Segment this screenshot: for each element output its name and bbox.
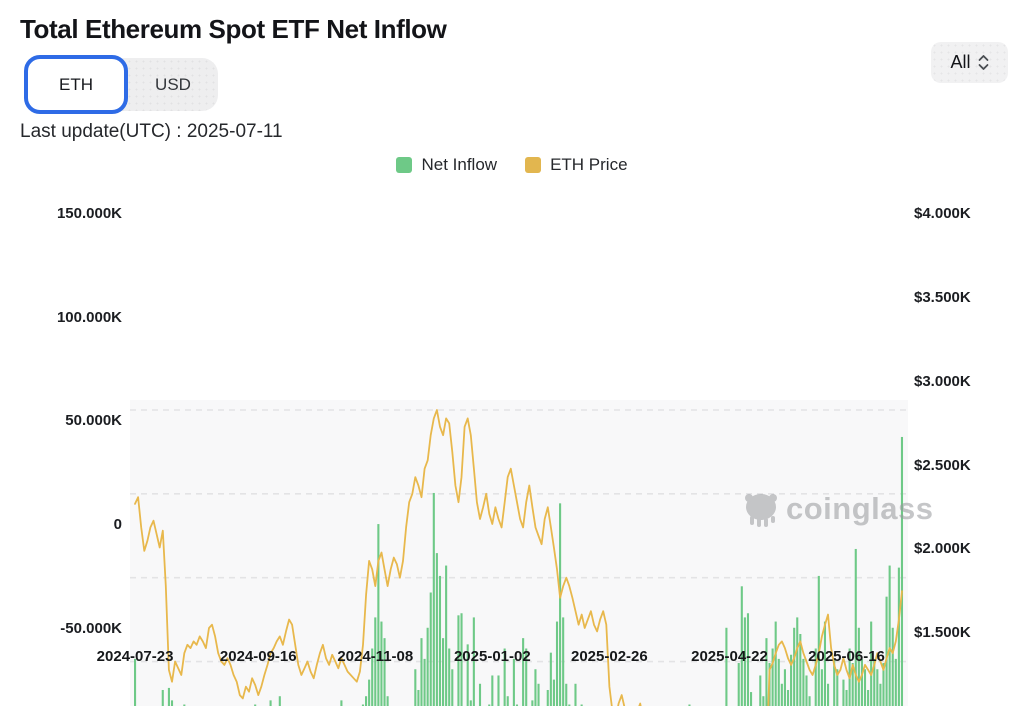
chart-area: 150.000K 100.000K 50.000K 0 -50.000K $4.000K… [0, 196, 1024, 706]
eth-button-label: ETH [59, 74, 93, 94]
y-right-tick-2: $2.000K [914, 540, 971, 558]
y-right-tick-4: $4.000K [914, 205, 971, 222]
chart-legend: Net Inflow ETH Price [0, 155, 1024, 175]
x-tick-2024-11-08: 2024-11-08 [337, 648, 414, 665]
legend-net-inflow-label: Net Inflow [421, 155, 498, 174]
net-inflow-swatch-icon [396, 157, 413, 173]
y-left-tick-100: 100.000K [56, 308, 122, 326]
chevron-up-down-icon [978, 54, 989, 71]
legend-item-eth-price[interactable]: ETH Price [525, 155, 628, 175]
page-title: Total Ethereum Spot ETF Net Inflow [20, 14, 447, 44]
unit-toggle-usd-button[interactable]: USD [128, 58, 218, 111]
usd-button-label: USD [155, 74, 191, 94]
eth-price-swatch-icon [525, 157, 542, 173]
y-left-tick-50: 50.000K [65, 412, 122, 430]
y-left-tick--50: -50.000K [60, 619, 122, 637]
unit-toggle-eth-button[interactable]: ETH [24, 55, 128, 114]
x-tick-2025-06-16: 2025-06-16 [808, 648, 885, 665]
range-select-value: All [950, 52, 971, 72]
y-left-tick-0: 0 [113, 516, 122, 534]
x-tick-2025-04-22: 2025-04-22 [691, 648, 768, 665]
legend-eth-price-label: ETH Price [550, 155, 628, 174]
y-right-tick-3.5: $3.500K [914, 288, 971, 306]
chart-plot-canvas[interactable] [130, 400, 908, 706]
legend-item-net-inflow[interactable]: Net Inflow [396, 155, 497, 175]
x-tick-2025-02-26: 2025-02-26 [570, 648, 648, 665]
range-select[interactable]: All [931, 42, 1008, 83]
x-tick-2025-01-02: 2025-01-02 [453, 648, 531, 665]
x-tick-2024-07-23: 2024-07-23 [96, 648, 174, 665]
y-right-tick-2.5: $2.500K [914, 456, 971, 474]
y-right-tick-1.5: $1.500K [914, 624, 971, 642]
x-tick-2024-09-16: 2024-09-16 [219, 648, 297, 665]
y-left-tick-150: 150.000K [56, 205, 122, 222]
last-update-text: Last update(UTC) : 2025-07-11 [20, 121, 283, 142]
y-right-tick-3: $3.000K [914, 372, 971, 390]
